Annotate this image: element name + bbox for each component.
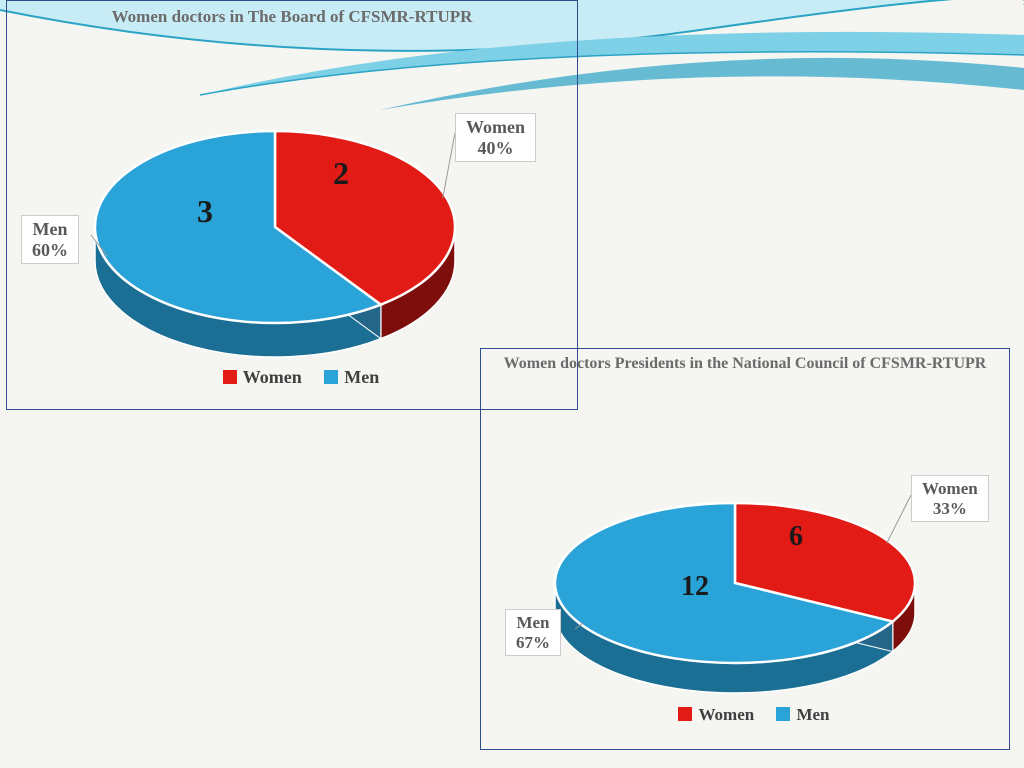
- callout-percent: 40%: [478, 138, 514, 158]
- legend-label-women: Women: [243, 367, 302, 387]
- slice-count-men: 3: [197, 193, 213, 230]
- legend-label-women: Women: [698, 705, 754, 724]
- callout-women: Women 33%: [911, 475, 989, 522]
- legend-label-men: Men: [344, 367, 379, 387]
- callout-women: Women 40%: [455, 113, 536, 162]
- callout-men: Men 60%: [21, 215, 79, 264]
- legend-swatch-men: [776, 707, 790, 721]
- legend-swatch-women: [223, 370, 237, 384]
- legend-swatch-women: [678, 707, 692, 721]
- legend-label-men: Men: [796, 705, 829, 724]
- callout-label: Men: [33, 219, 68, 239]
- callout-label: Women: [922, 479, 978, 498]
- chart-title: Women doctors Presidents in the National…: [481, 349, 1009, 375]
- slice-count-men: 12: [681, 571, 709, 603]
- callout-percent: 60%: [32, 240, 68, 260]
- pie-svg: [7, 29, 579, 359]
- callout-percent: 67%: [516, 633, 550, 652]
- chart-title: Women doctors in The Board of CFSMR-RTUP…: [7, 1, 577, 29]
- slice-count-women: 6: [789, 521, 803, 553]
- slice-count-women: 2: [333, 155, 349, 192]
- callout-label: Women: [466, 117, 525, 137]
- callout-label: Men: [516, 613, 549, 632]
- pie-chart: Women 40% Men 60% 2 3: [7, 29, 579, 359]
- callout-men: Men 67%: [505, 609, 561, 656]
- legend-swatch-men: [324, 370, 338, 384]
- callout-percent: 33%: [933, 499, 967, 518]
- pie-chart: Women 33% Men 67% 6 12: [481, 375, 1011, 697]
- legend: Women Men: [481, 697, 1009, 735]
- chart-panel-council: Women doctors Presidents in the National…: [480, 348, 1010, 750]
